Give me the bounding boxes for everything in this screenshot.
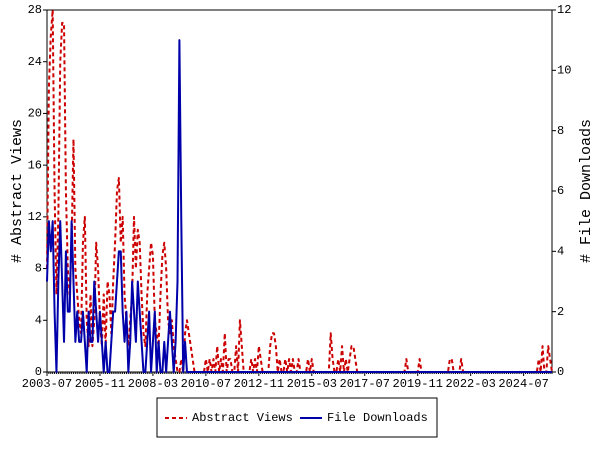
y-tick-label: 12 (28, 210, 42, 224)
x-tick-label: 2017-07 (340, 377, 390, 391)
x-tick-label: 2008-03 (128, 377, 178, 391)
y-tick-label: 0 (35, 365, 42, 379)
y2-tick-label: 12 (557, 3, 571, 17)
y-tick-label: 20 (28, 107, 42, 121)
x-tick-label: 2019-11 (393, 377, 443, 391)
series-line (46, 39, 552, 373)
x-tick-label: 2015-03 (287, 377, 337, 391)
y-axis-title: # Abstract Views (9, 119, 26, 263)
legend-box (156, 397, 438, 438)
x-tick-label: 2003-07 (22, 377, 72, 391)
y2-tick-label: 4 (557, 245, 564, 259)
y-tick-label: 24 (28, 55, 42, 69)
y-tick-label: 16 (28, 158, 42, 172)
y-tick-label: 28 (28, 3, 42, 17)
legend-label: File Downloads (327, 411, 428, 425)
x-tick-label: 2024-07 (498, 377, 548, 391)
legend-label: Abstract Views (192, 411, 293, 425)
x-tick-label: 2010-07 (181, 377, 231, 391)
y2-tick-label: 0 (557, 365, 564, 379)
y2-tick-label: 8 (557, 124, 564, 138)
x-tick-label: 2022-03 (445, 377, 495, 391)
y2-axis-title: # File Downloads (578, 119, 595, 263)
y-tick-label: 4 (35, 313, 42, 327)
y2-tick-label: 10 (557, 64, 571, 78)
y-tick-label: 8 (35, 262, 42, 276)
y2-tick-label: 6 (557, 184, 564, 198)
x-tick-label: 2005-11 (75, 377, 125, 391)
y2-tick-label: 2 (557, 305, 564, 319)
x-tick-label: 2012-11 (234, 377, 284, 391)
